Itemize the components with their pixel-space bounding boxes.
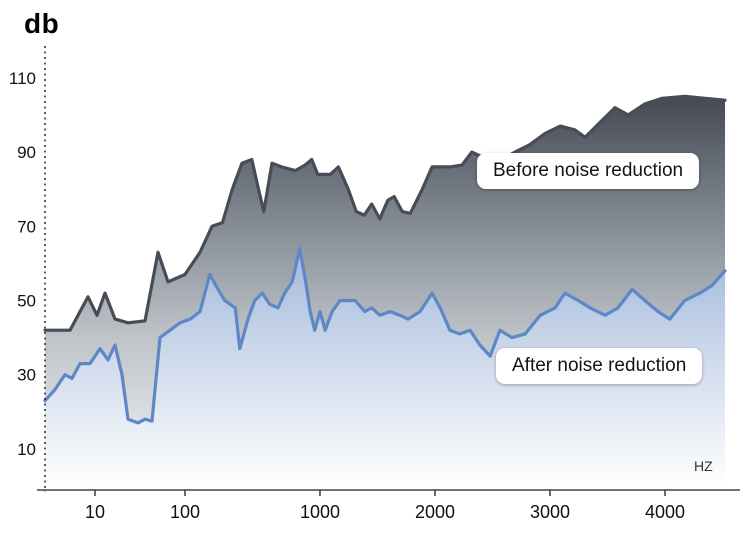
x-tick-label-1000: 1000 xyxy=(300,502,340,522)
y-tick-label-30: 30 xyxy=(17,366,36,385)
x-tick-label-100: 100 xyxy=(170,502,200,522)
series-label-after-noise-reduction: After noise reduction xyxy=(496,348,703,384)
x-tick-label-4000: 4000 xyxy=(645,502,685,522)
before-noise-line xyxy=(43,94,727,332)
x-tick-label-3000: 3000 xyxy=(530,502,570,522)
y-tick-label-110: 110 xyxy=(9,69,36,88)
x-tick-label-2000: 2000 xyxy=(415,502,455,522)
series-label-before-noise-reduction: Before noise reduction xyxy=(477,153,700,189)
y-tick-label-50: 50 xyxy=(17,292,36,311)
y-tick-label-70: 70 xyxy=(17,217,36,236)
x-tick-label-10: 10 xyxy=(85,502,105,522)
y-tick-label-90: 90 xyxy=(17,143,36,162)
y-tick-label-10: 10 xyxy=(17,440,36,459)
y-axis-unit-label: db xyxy=(24,8,60,39)
after-noise-line xyxy=(43,247,727,425)
x-axis-unit-label: HZ xyxy=(694,458,713,474)
